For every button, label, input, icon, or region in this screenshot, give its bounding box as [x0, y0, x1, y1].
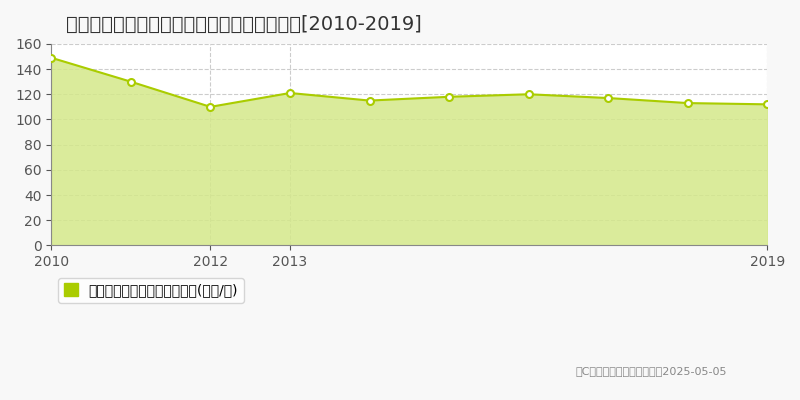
Text: 大阪市東住吉区針中野　マンション価格推移[2010-2019]: 大阪市東住吉区針中野 マンション価格推移[2010-2019]	[66, 15, 422, 34]
Text: （C）土地価格ドットコム　2025-05-05: （C）土地価格ドットコム 2025-05-05	[576, 366, 727, 376]
Legend: マンション価格　平均坪単価(万円/坪): マンション価格 平均坪単価(万円/坪)	[58, 278, 244, 303]
